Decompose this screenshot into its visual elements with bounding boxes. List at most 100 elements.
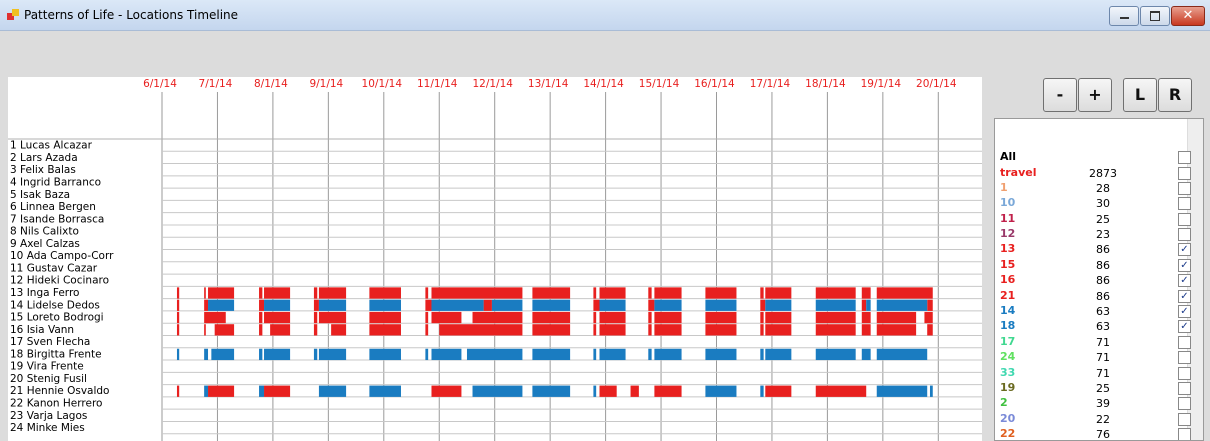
activity-bar [593,348,597,361]
legend-checkbox[interactable] [1178,428,1191,440]
legend-checkbox[interactable] [1178,382,1191,395]
activity-bar [313,348,318,361]
tool-button[interactable]: + [1078,78,1112,112]
activity-bar [176,324,180,336]
legend-checkbox[interactable]: ✓ [1178,274,1191,288]
activity-bar [532,299,571,311]
activity-bar [654,311,682,324]
activity-bar [431,311,462,324]
activity-bar [593,324,597,336]
legend-label: 18 [1000,319,1016,333]
date-label: 14/1/14 [583,78,624,90]
row-label: 23 Varja Lagos [10,410,87,422]
tool-button[interactable]: R [1158,78,1192,112]
activity-bar [264,385,291,397]
activity-bar [705,299,737,311]
activity-bar [648,287,652,299]
activity-bar [313,299,319,311]
activity-bar [760,287,764,299]
activity-bar [765,311,792,324]
legend-checkbox[interactable]: ✓ [1178,305,1191,318]
close-button[interactable]: ✕ [1171,6,1205,26]
activity-bar [924,311,933,324]
activity-bar [176,311,180,324]
legend-label: 1 [1000,180,1008,194]
activity-bar [532,287,571,299]
activity-bar [313,287,318,299]
activity-bar [439,324,523,336]
maximize-button[interactable] [1140,6,1170,26]
activity-bar [861,348,871,361]
legend-count: 71 [1096,366,1110,380]
legend-list: All travel 2873 1 28 10 30 11 25 12 23 13 86 ✓ 15 86 ✓ 16… [994,118,1204,441]
activity-bar [176,287,180,299]
activity-bar [264,348,291,361]
legend-checkbox[interactable]: ✓ [1178,289,1191,303]
activity-bar [176,385,180,397]
date-label: 15/1/14 [639,78,680,90]
row-label: 17 Sven Flecha [10,336,90,348]
activity-bar [705,385,737,397]
legend-checkbox[interactable]: ✓ [1178,243,1191,257]
legend-checkbox[interactable] [1178,335,1191,349]
legend-checkbox[interactable] [1178,181,1191,195]
activity-bar [369,311,401,324]
legend-checkbox[interactable]: ✓ [1178,258,1191,272]
activity-bar [331,324,347,336]
activity-bar [593,385,597,397]
minimize-button[interactable] [1109,6,1139,26]
activity-bar [472,385,523,397]
activity-bar [648,348,652,361]
row-label: 9 Axel Calzas [10,238,80,250]
tool-button[interactable]: L [1123,78,1157,112]
date-label: 9/1/14 [309,78,343,90]
row-label: 20 Stenig Fusil [10,373,87,385]
activity-bar [204,348,209,361]
activity-bar [369,324,401,336]
legend-label: 13 [1000,242,1016,256]
window-title: Patterns of Life - Locations Timeline [24,8,239,22]
activity-bar [593,287,597,299]
legend-count: 63 [1096,320,1110,334]
legend-checkbox[interactable]: ✓ [1178,320,1191,334]
legend-checkbox[interactable] [1178,412,1191,426]
activity-bar [705,348,737,361]
legend-checkbox[interactable] [1178,228,1191,241]
legend-checkbox[interactable] [1178,167,1191,180]
legend-label: 24 [1000,350,1016,364]
legend-label: 19 [1000,381,1016,394]
activity-bar [259,311,263,324]
activity-bar [876,287,933,299]
legend-checkbox[interactable] [1178,397,1191,411]
activity-bar [765,299,792,311]
activity-bar [211,348,235,361]
activity-bar [204,324,206,336]
row-label: 6 Linnea Bergen [10,201,96,213]
activity-bar [204,311,226,324]
tool-button[interactable]: - [1043,78,1077,112]
activity-bar [532,348,571,361]
app-icon [7,9,19,20]
legend-count: 76 [1096,428,1110,441]
legend-checkbox[interactable] [1178,151,1191,164]
activity-bar [654,287,682,299]
row-label: 2 Lars Azada [10,152,78,164]
legend-checkbox[interactable] [1178,351,1191,365]
activity-bar [861,299,867,311]
activity-bar [369,299,401,311]
activity-bar [204,287,206,299]
date-label: 6/1/14 [143,78,177,90]
activity-bar [648,324,652,336]
legend-checkbox[interactable] [1178,212,1191,226]
activity-bar [532,324,571,336]
activity-bar [313,311,318,324]
legend-checkbox[interactable] [1178,366,1191,380]
legend-label: 15 [1000,257,1016,271]
activity-bar [264,299,291,311]
activity-bar [861,311,871,324]
activity-bar [654,324,682,336]
activity-bar [466,348,523,361]
legend-count: 86 [1096,258,1110,272]
legend-checkbox[interactable] [1178,197,1191,211]
activity-bar [425,311,429,324]
